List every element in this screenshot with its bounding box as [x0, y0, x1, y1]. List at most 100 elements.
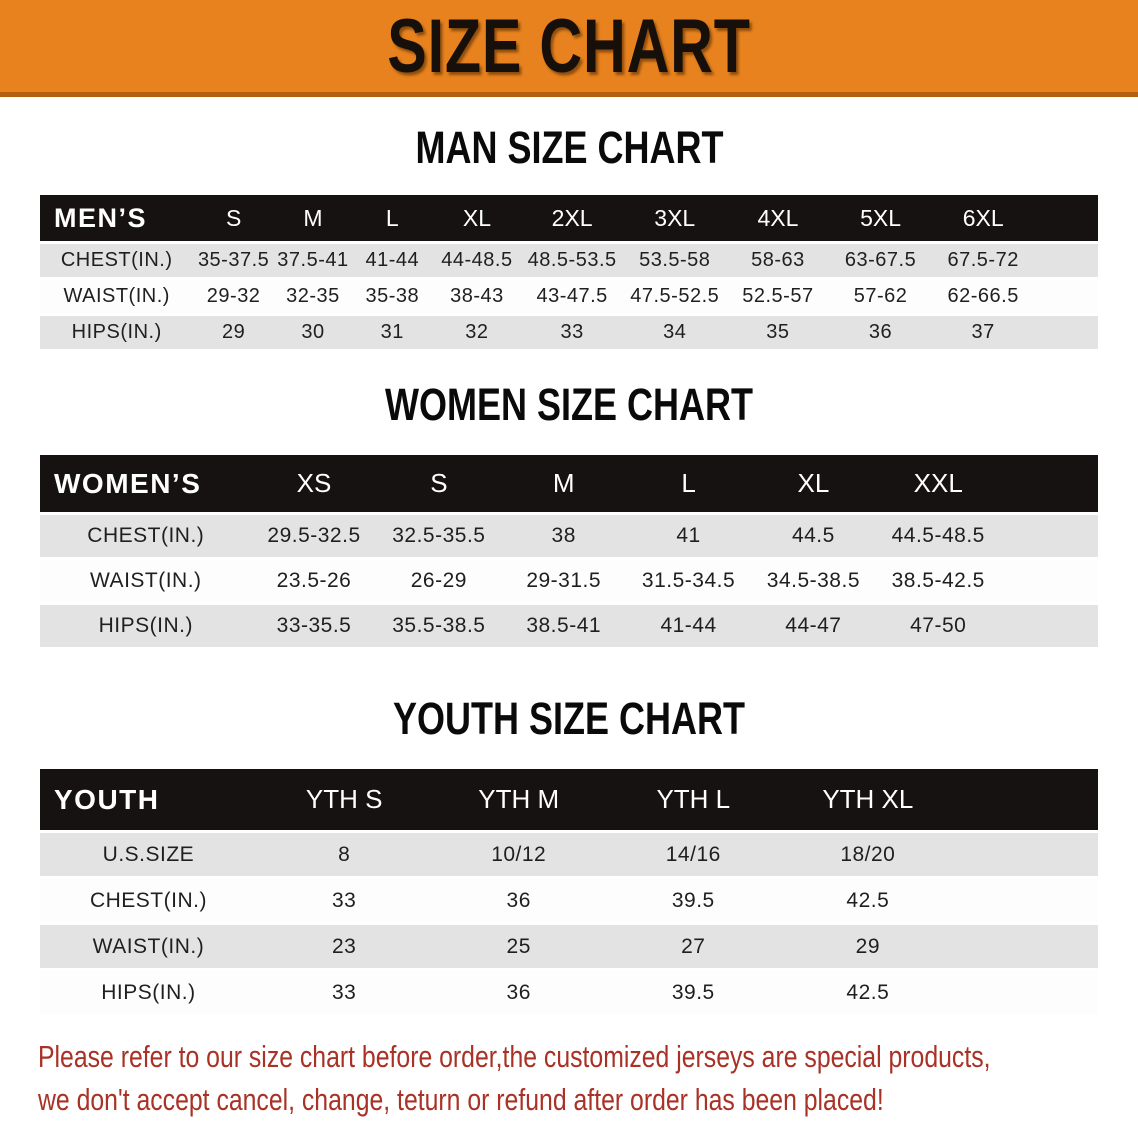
size-column-header: YTH L	[606, 769, 781, 830]
size-column-header: XS	[251, 455, 377, 512]
row-label: WAIST(IN.)	[40, 280, 194, 313]
size-value-cell: 31.5-34.5	[626, 560, 751, 602]
disclaimer-line-1: Please refer to our size chart before or…	[38, 1039, 991, 1074]
size-column-header: S	[193, 195, 274, 241]
table-header-label: MEN’S	[40, 195, 194, 241]
size-value-cell: 38	[501, 515, 627, 557]
row-label: CHEST(IN.)	[40, 515, 252, 557]
size-column-header: 5XL	[829, 195, 932, 241]
men-hips-row: HIPS(IN.) 29 30 31 32 33 34 35 36 37	[40, 316, 1098, 349]
size-value-cell: 52.5-57	[726, 280, 830, 313]
size-value-cell: 39.5	[606, 879, 781, 922]
table-header-label: WOMEN’S	[40, 455, 252, 512]
youth-ussize-row: U.S.SIZE 8 10/12 14/16 18/20	[40, 833, 1098, 876]
youth-hips-row: HIPS(IN.) 33 36 39.5 42.5	[40, 971, 1098, 1014]
spacer-cell	[1000, 515, 1098, 557]
men-size-table: MEN’S S M L XL 2XL 3XL 4XL 5XL 6XL CHEST(IN.) 35-3…	[40, 192, 1098, 352]
size-value-cell: 38.5-42.5	[875, 560, 1001, 602]
spacer-cell	[1034, 316, 1098, 349]
footer-disclaimer: Please refer to our size chart before or…	[38, 1035, 1138, 1121]
spacer-cell	[1000, 455, 1098, 512]
youth-section-heading: YOUTH SIZE CHART	[0, 694, 1138, 744]
women-section-heading: WOMEN SIZE CHART	[0, 380, 1138, 430]
size-value-cell: 32.5-35.5	[376, 515, 502, 557]
size-value-cell: 27	[606, 925, 781, 968]
size-value-cell: 53.5-58	[622, 244, 727, 277]
size-value-cell: 30	[273, 316, 353, 349]
row-label: HIPS(IN.)	[40, 316, 194, 349]
size-value-cell: 35-37.5	[193, 244, 274, 277]
row-label: CHEST(IN.)	[40, 244, 194, 277]
spacer-cell	[955, 971, 1098, 1014]
size-value-cell: 41	[626, 515, 751, 557]
size-value-cell: 41-44	[626, 605, 751, 647]
section-youth-size-chart: YOUTH SIZE CHART YOUTH YTH S YTH M YTH L YTH…	[0, 694, 1138, 1017]
size-value-cell: 35-38	[352, 280, 433, 313]
size-column-header: 4XL	[726, 195, 830, 241]
size-value-cell: 8	[256, 833, 432, 876]
spacer-cell	[955, 879, 1098, 922]
row-label: HIPS(IN.)	[40, 605, 252, 647]
disclaimer-line-2: we don't accept cancel, change, teturn o…	[38, 1082, 884, 1117]
size-value-cell: 29-31.5	[501, 560, 627, 602]
size-value-cell: 58-63	[726, 244, 830, 277]
women-table-header-row: WOMEN’S XS S M L XL XXL	[40, 455, 1098, 512]
size-value-cell: 47-50	[875, 605, 1001, 647]
size-value-cell: 36	[829, 316, 932, 349]
size-column-header: XL	[750, 455, 876, 512]
size-value-cell: 32-35	[273, 280, 353, 313]
size-value-cell: 36	[431, 879, 606, 922]
size-value-cell: 43-47.5	[521, 280, 623, 313]
size-value-cell: 42.5	[780, 971, 956, 1014]
row-label: WAIST(IN.)	[40, 560, 252, 602]
men-section-title-text: MAN SIZE CHART	[414, 122, 723, 173]
banner: SIZE CHART	[0, 0, 1138, 97]
women-waist-row: WAIST(IN.) 23.5-26 26-29 29-31.5 31.5-34.5 34…	[40, 560, 1098, 602]
size-value-cell: 41-44	[352, 244, 433, 277]
spacer-cell	[1034, 195, 1098, 241]
size-value-cell: 33	[256, 879, 432, 922]
size-value-cell: 39.5	[606, 971, 781, 1014]
section-men-size-chart: MAN SIZE CHART MEN’S S M L XL 2XL 3XL 4XL 5XL 6XL…	[0, 123, 1138, 352]
men-section-heading: MAN SIZE CHART	[0, 123, 1138, 173]
size-column-header: XXL	[875, 455, 1001, 512]
size-column-header: L	[626, 455, 751, 512]
size-column-header: 2XL	[521, 195, 623, 241]
size-value-cell: 18/20	[780, 833, 956, 876]
size-value-cell: 62-66.5	[931, 280, 1035, 313]
women-section-title-text: WOMEN SIZE CHART	[384, 379, 753, 430]
size-value-cell: 34	[622, 316, 727, 349]
size-value-cell: 23.5-26	[251, 560, 377, 602]
row-label: WAIST(IN.)	[40, 925, 257, 968]
size-value-cell: 10/12	[431, 833, 606, 876]
row-label: U.S.SIZE	[40, 833, 257, 876]
spacer-cell	[1034, 244, 1098, 277]
size-value-cell: 29	[780, 925, 956, 968]
size-value-cell: 67.5-72	[931, 244, 1035, 277]
spacer-cell	[1000, 605, 1098, 647]
men-waist-row: WAIST(IN.) 29-32 32-35 35-38 38-43 43-47.5 47.…	[40, 280, 1098, 313]
size-column-header: M	[501, 455, 627, 512]
youth-size-table: YOUTH YTH S YTH M YTH L YTH XL U.S.SIZE 8 10/1…	[40, 766, 1098, 1017]
spacer-cell	[955, 769, 1098, 830]
size-value-cell: 29	[193, 316, 274, 349]
spacer-cell	[1000, 560, 1098, 602]
size-column-header: XL	[432, 195, 522, 241]
youth-section-title-text: YOUTH SIZE CHART	[392, 693, 745, 744]
size-value-cell: 47.5-52.5	[622, 280, 727, 313]
women-size-table: WOMEN’S XS S M L XL XXL CHEST(IN.) 29.5-32.5 32.…	[40, 452, 1098, 650]
spacer-cell	[955, 833, 1098, 876]
size-value-cell: 44-47	[750, 605, 876, 647]
size-value-cell: 57-62	[829, 280, 932, 313]
size-column-header: M	[273, 195, 353, 241]
size-value-cell: 37	[931, 316, 1035, 349]
size-value-cell: 34.5-38.5	[750, 560, 876, 602]
size-value-cell: 44-48.5	[432, 244, 522, 277]
women-hips-row: HIPS(IN.) 33-35.5 35.5-38.5 38.5-41 41-44 44-…	[40, 605, 1098, 647]
size-column-header: S	[376, 455, 502, 512]
size-value-cell: 37.5-41	[273, 244, 353, 277]
size-value-cell: 63-67.5	[829, 244, 932, 277]
size-value-cell: 44.5-48.5	[875, 515, 1001, 557]
spacer-cell	[1034, 280, 1098, 313]
